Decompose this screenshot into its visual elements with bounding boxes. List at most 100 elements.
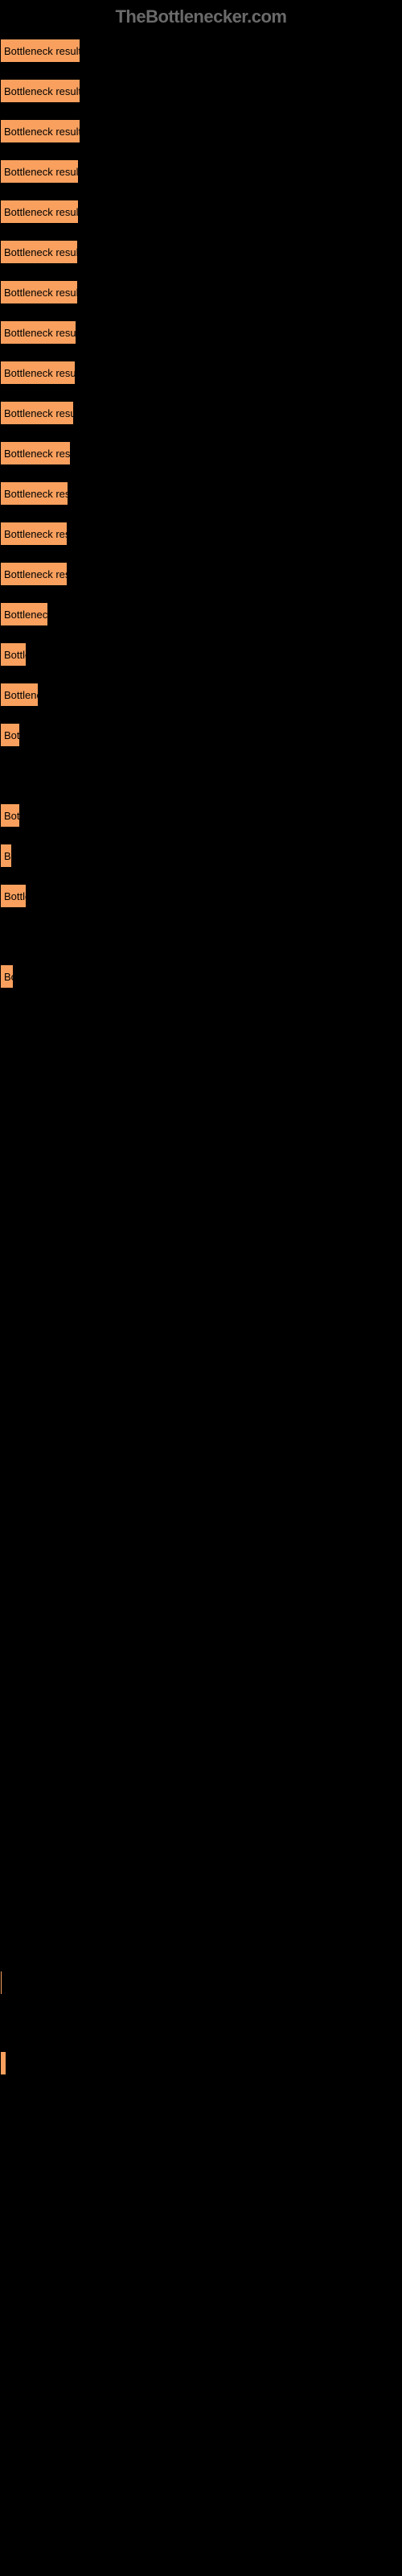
bar-row: Bottleneck result — [0, 159, 402, 184]
chart-bar: Bottlene — [0, 683, 39, 707]
chart-bar: Bottleneck resu — [0, 441, 71, 465]
bar-row — [0, 1488, 402, 1512]
bar-row: Bottleneck result — [0, 200, 402, 224]
bar-label: Bottleneck res — [4, 488, 68, 500]
chart-bar: Bottleneck res — [0, 562, 68, 586]
bar-label: Bottleneck resu — [4, 448, 71, 460]
chart-bar: Bottleneck result — [0, 159, 79, 184]
bar-row — [0, 1005, 402, 1029]
bar-row — [0, 2293, 402, 2317]
chart-bar: Bottleneck result — [0, 79, 80, 103]
bar-row: Bottleneck — [0, 602, 402, 626]
bar-row — [0, 1810, 402, 1834]
bar-row: Bottleneck result — [0, 240, 402, 264]
chart-bar — [0, 763, 2, 787]
bar-row — [0, 1286, 402, 1311]
bar-row — [0, 1367, 402, 1391]
chart-bar: Bo — [0, 964, 14, 989]
bar-row — [0, 1971, 402, 1995]
bar-row — [0, 2494, 402, 2518]
bar-label: Bottleneck result — [4, 367, 76, 379]
bar-label: Bottleneck result — [4, 246, 78, 258]
bar-label: Bo — [4, 850, 12, 862]
bar-label: Bottleneck result — [4, 287, 78, 299]
bar-row: Bottle — [0, 884, 402, 908]
bar-row — [0, 1206, 402, 1230]
bar-label: Bottleneck res — [4, 528, 68, 540]
bar-row: Bottlene — [0, 683, 402, 707]
bar-row: Bott — [0, 803, 402, 828]
bar-label: Bottleneck result — [4, 126, 80, 138]
bar-row — [0, 1568, 402, 1592]
bar-label: Bottleneck result — [4, 327, 76, 339]
bar-row: Bottleneck result — [0, 79, 402, 103]
bar-row — [0, 2454, 402, 2478]
bar-row — [0, 2212, 402, 2236]
bar-row — [0, 1729, 402, 1753]
bar-row: Bottleneck result — [0, 361, 402, 385]
bar-row: Bottle — [0, 642, 402, 667]
bar-row — [0, 2091, 402, 2116]
bar-row — [0, 1407, 402, 1431]
bar-chart: Bottleneck result Bottleneck result Bottle… — [0, 31, 402, 2542]
bar-row — [0, 1850, 402, 1874]
bar-row: Bo — [0, 964, 402, 989]
chart-bar: Bottleneck res — [0, 481, 68, 506]
chart-bar: Bottleneck result — [0, 39, 80, 63]
bar-row: Bottleneck res — [0, 481, 402, 506]
chart-bar: Bo — [0, 844, 12, 868]
bar-row — [0, 763, 402, 787]
bar-label: Bottle — [4, 890, 27, 902]
bar-row — [0, 924, 402, 948]
chart-bar: Bottle — [0, 642, 27, 667]
chart-bar: Bott — [0, 723, 20, 747]
chart-bar: Bottleneck result — [0, 240, 78, 264]
chart-bar: Bottleneck result — [0, 361, 76, 385]
chart-bar: Bottleneck result — [0, 401, 74, 425]
bar-row: Bottleneck result — [0, 401, 402, 425]
chart-bar — [0, 2051, 6, 2075]
bar-label: Bottleneck result — [4, 206, 79, 218]
bar-row — [0, 1125, 402, 1150]
bar-row — [0, 1608, 402, 1633]
bar-row: Bottleneck result — [0, 119, 402, 143]
bar-row — [0, 2132, 402, 2156]
bar-row — [0, 1246, 402, 1270]
bar-label: Bott — [4, 729, 20, 741]
bar-label: Bottleneck result — [4, 407, 74, 419]
bar-label: Bottlene — [4, 689, 39, 701]
chart-bar: Bottleneck result — [0, 320, 76, 345]
bar-label: Bo — [4, 971, 14, 983]
bar-row — [0, 2011, 402, 2035]
bar-label: Bottle — [4, 649, 27, 661]
bar-row — [0, 1528, 402, 1552]
chart-bar: Bottleneck result — [0, 280, 78, 304]
bar-row: Bo — [0, 844, 402, 868]
bar-row — [0, 1327, 402, 1351]
chart-bar: Bottleneck — [0, 602, 48, 626]
bar-row — [0, 2252, 402, 2277]
bar-row — [0, 2373, 402, 2397]
bar-row: Bott — [0, 723, 402, 747]
bar-row — [0, 1890, 402, 1914]
site-logo: TheBottlenecker.com — [0, 6, 402, 27]
bar-label: Bottleneck result — [4, 45, 80, 57]
page-header: TheBottlenecker.com — [0, 0, 402, 31]
chart-bar: Bottleneck res — [0, 522, 68, 546]
bar-row — [0, 1769, 402, 1794]
bar-row: Bottleneck result — [0, 320, 402, 345]
bar-row: Bottleneck res — [0, 522, 402, 546]
bar-row: Bottleneck resu — [0, 441, 402, 465]
bar-label: Bott — [4, 810, 20, 822]
bar-row — [0, 2172, 402, 2196]
bar-row — [0, 2413, 402, 2438]
bar-row: Bottleneck result — [0, 280, 402, 304]
bar-row — [0, 1045, 402, 1069]
bar-row — [0, 1930, 402, 1955]
bar-label: Bottleneck res — [4, 568, 68, 580]
bar-row — [0, 2333, 402, 2357]
bar-row — [0, 1085, 402, 1109]
chart-bar: Bott — [0, 803, 20, 828]
bar-row — [0, 1447, 402, 1472]
chart-bar: Bottleneck result — [0, 200, 79, 224]
